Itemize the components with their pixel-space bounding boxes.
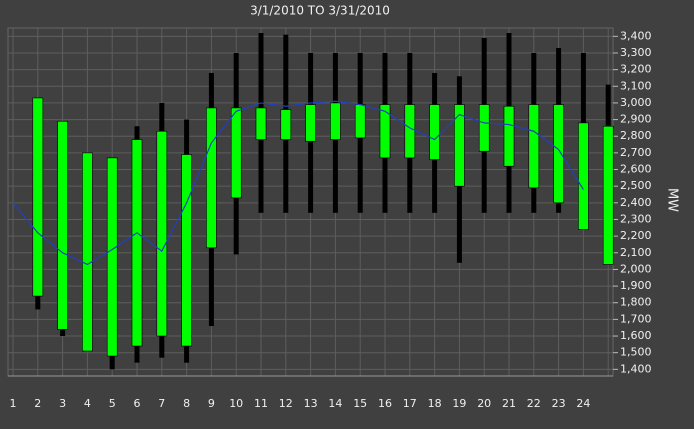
x-tick-label: 18 <box>428 397 442 410</box>
y-tick-label: 1,500 <box>620 346 652 359</box>
x-tick-label: 17 <box>403 397 417 410</box>
x-tick-label: 12 <box>279 397 293 410</box>
x-tick-label: 24 <box>576 397 590 410</box>
y-tick-label: 2,000 <box>620 262 652 275</box>
x-tick-label: 15 <box>353 397 367 410</box>
y-tick-label: 2,600 <box>620 163 652 176</box>
candle-body <box>131 139 143 347</box>
x-tick-label: 6 <box>134 397 141 410</box>
x-tick-label: 11 <box>254 397 268 410</box>
x-tick-label: 23 <box>552 397 566 410</box>
candle-body <box>280 109 292 140</box>
y-tick-label: 2,500 <box>620 179 652 192</box>
candle-body <box>330 102 341 140</box>
candle-body <box>454 104 465 187</box>
y-tick-label: 2,100 <box>620 246 652 259</box>
x-tick-label: 8 <box>183 397 190 410</box>
x-tick-label: 5 <box>109 397 116 410</box>
y-tick-label: 3,400 <box>620 29 652 42</box>
candle-body <box>379 104 391 159</box>
y-tick-label: 1,600 <box>620 329 652 342</box>
x-tick-label: 9 <box>208 397 215 410</box>
candle-body <box>32 97 44 297</box>
average-line <box>12 100 584 266</box>
candle-body <box>602 125 614 265</box>
y-tick-label: 2,400 <box>620 196 652 209</box>
chart-title: 3/1/2010 TO 3/31/2010 <box>250 4 390 18</box>
candle-body <box>255 107 267 140</box>
y-tick-label: 2,800 <box>620 129 652 142</box>
x-tick-label: 19 <box>452 397 466 410</box>
candle-body <box>206 107 217 249</box>
candle-body <box>578 122 589 230</box>
x-tick-label: 20 <box>477 397 491 410</box>
candle-body <box>57 120 68 330</box>
x-tick-label: 4 <box>84 397 91 410</box>
candle-body <box>82 152 93 352</box>
x-tick-label: 13 <box>304 397 318 410</box>
candle-body <box>553 104 564 204</box>
y-tick-label: 3,300 <box>620 46 652 59</box>
candle-body <box>106 157 118 357</box>
x-tick-label: 7 <box>158 397 165 410</box>
x-tick-label: 21 <box>502 397 516 410</box>
candle-body <box>181 154 192 347</box>
candle-body <box>478 104 490 152</box>
x-tick-label: 1 <box>10 397 17 410</box>
y-tick-label: 2,300 <box>620 212 652 225</box>
candle-body <box>404 104 416 159</box>
y-tick-label: 1,900 <box>620 279 652 292</box>
candle-body <box>305 104 316 142</box>
y-tick-label: 1,800 <box>620 296 652 309</box>
candle-body <box>230 107 242 199</box>
x-tick-label: 16 <box>378 397 392 410</box>
candle-body <box>354 104 366 139</box>
candle-body <box>503 105 515 167</box>
candle-body <box>156 130 168 337</box>
y-axis-label: MW <box>665 188 680 212</box>
x-tick-label: 2 <box>34 397 41 410</box>
candle-body <box>429 104 440 160</box>
y-tick-label: 2,200 <box>620 229 652 242</box>
y-tick-label: 2,900 <box>620 113 652 126</box>
x-tick-label: 14 <box>328 397 342 410</box>
y-tick-label: 3,100 <box>620 79 652 92</box>
x-tick-label: 22 <box>527 397 541 410</box>
x-tick-label: 10 <box>229 397 243 410</box>
y-tick-label: 3,000 <box>620 96 652 109</box>
y-tick-label: 1,400 <box>620 362 652 375</box>
y-tick-label: 3,200 <box>620 63 652 76</box>
candle-body <box>528 104 540 189</box>
y-tick-label: 1,700 <box>620 312 652 325</box>
y-tick-label: 2,700 <box>620 146 652 159</box>
x-tick-label: 3 <box>59 397 66 410</box>
